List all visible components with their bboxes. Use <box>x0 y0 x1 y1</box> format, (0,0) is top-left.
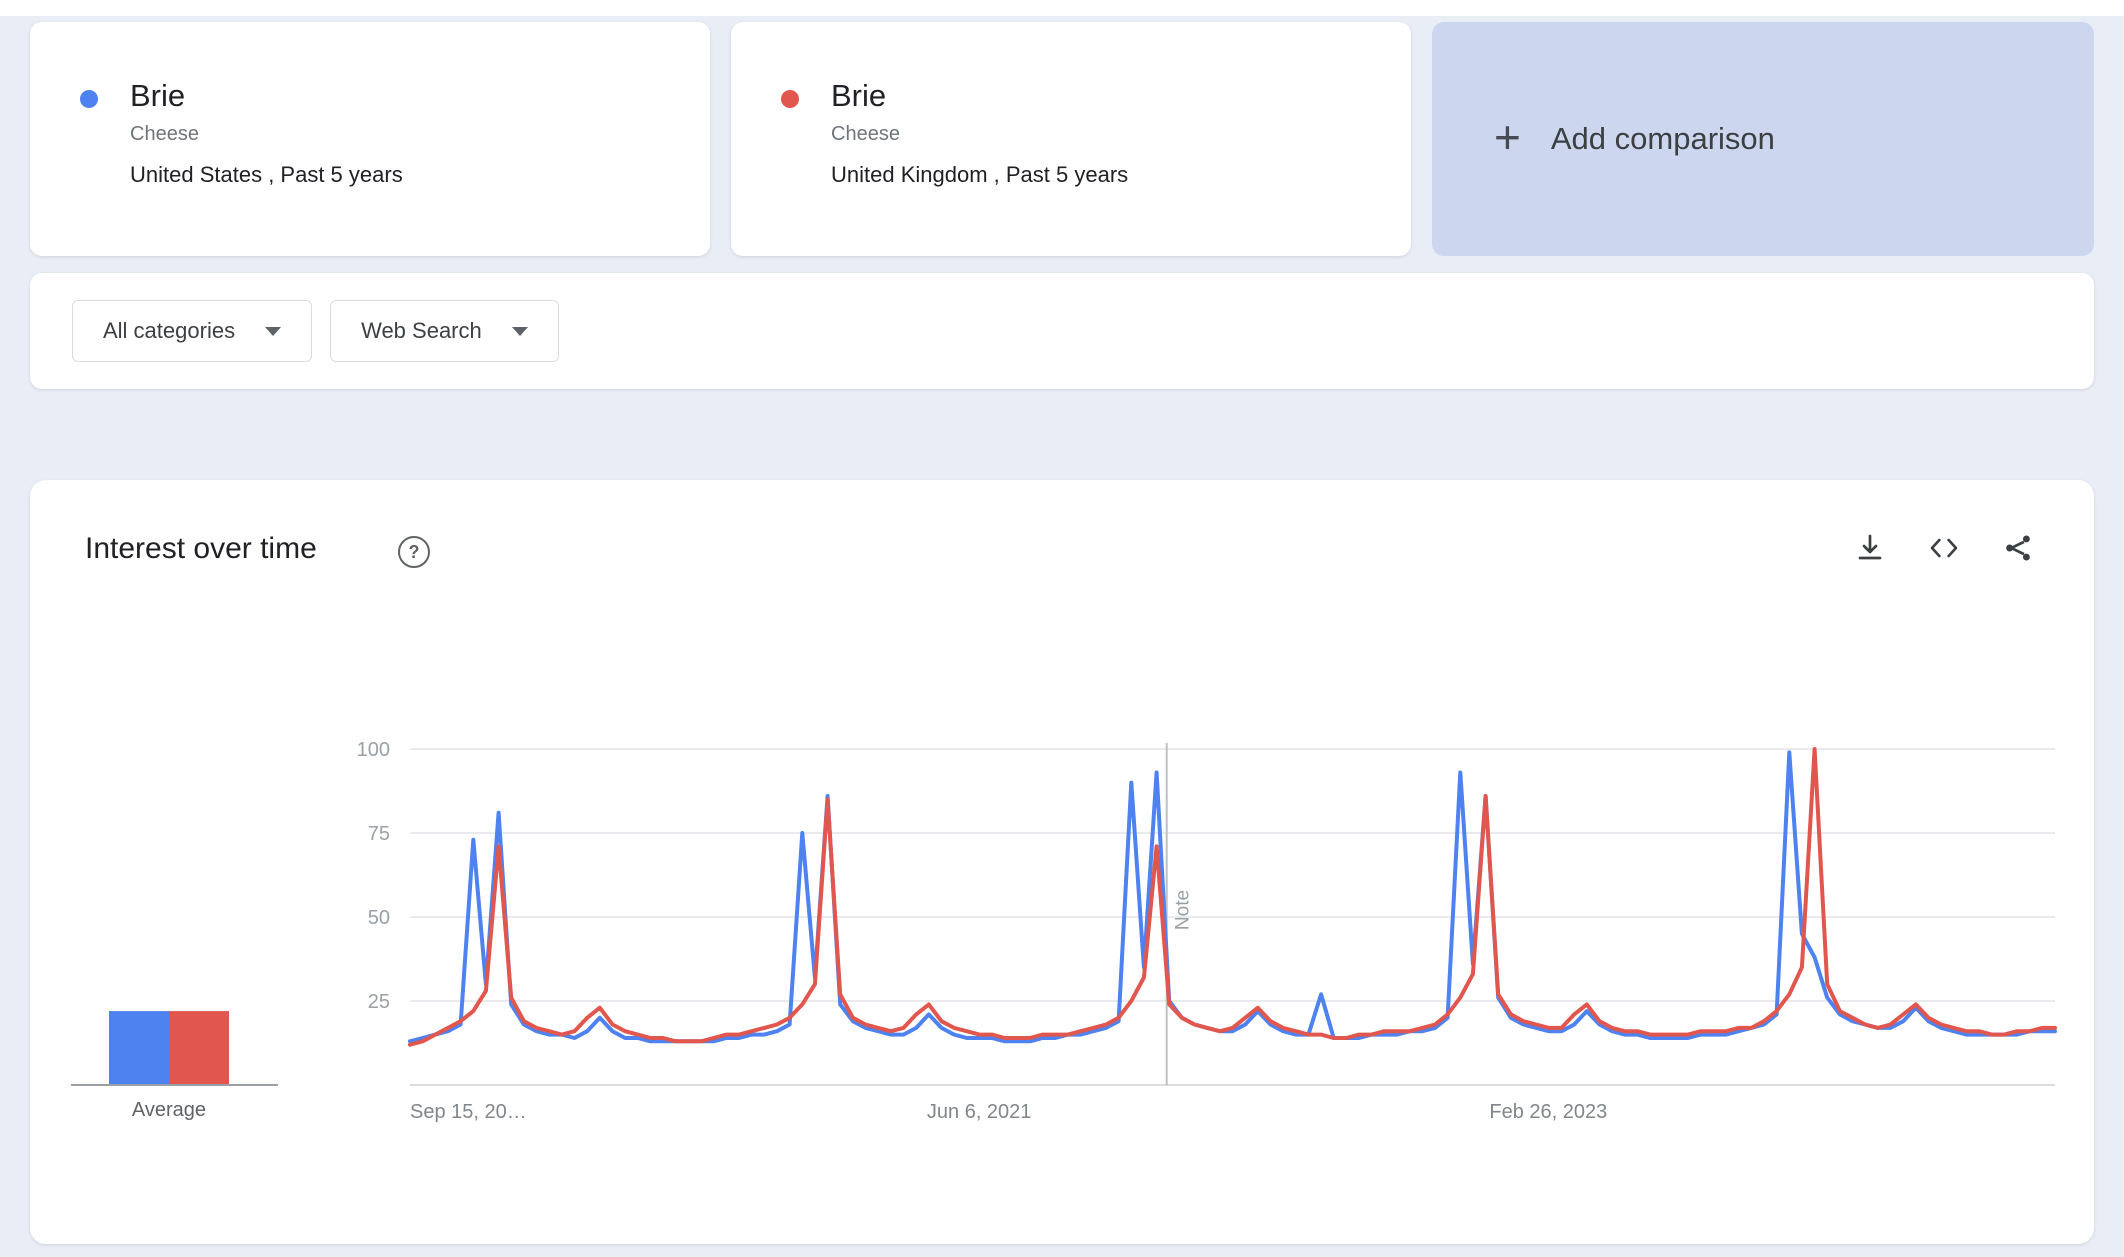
top-strip <box>0 0 2124 16</box>
interest-over-time-card: Interest over time ? 25 50 75 100 Sep 15, 20… <box>30 480 2094 1244</box>
series-color-dot-us <box>80 90 98 108</box>
svg-text:100: 100 <box>357 739 390 761</box>
svg-text:Average: Average <box>132 1099 206 1121</box>
filter-bar: All categories Web Search <box>30 273 2094 389</box>
category-dropdown-label: All categories <box>103 318 236 343</box>
term-scope: United Kingdom , Past 5 years <box>831 161 1129 187</box>
chart-actions <box>1854 532 2034 564</box>
add-comparison-label: Add comparison <box>1550 121 1775 156</box>
plus-icon: + <box>1494 111 1521 163</box>
svg-text:25: 25 <box>368 991 390 1013</box>
chevron-down-icon <box>511 326 528 336</box>
term-topic: Cheese <box>130 122 199 145</box>
term-scope: United States , Past 5 years <box>130 161 403 187</box>
svg-text:Note: Note <box>1173 890 1194 930</box>
svg-text:50: 50 <box>368 907 390 929</box>
section-title: Interest over time <box>85 532 317 565</box>
comparison-card-text: Brie Cheese United States , Past 5 years <box>130 78 403 256</box>
download-icon[interactable] <box>1854 532 1886 564</box>
share-icon[interactable] <box>2002 532 2034 564</box>
svg-text:Feb 26, 2023: Feb 26, 2023 <box>1489 1101 1607 1123</box>
interest-over-time-chart[interactable]: 25 50 75 100 Sep 15, 20… Jun 6, 2021 Feb 26, 2… <box>30 480 2094 1244</box>
comparison-card-us[interactable]: Brie Cheese United States , Past 5 years <box>30 22 710 256</box>
comparison-cards-row: Brie Cheese United States , Past 5 years… <box>30 22 2094 256</box>
term-topic: Cheese <box>831 122 900 145</box>
search-type-dropdown[interactable]: Web Search <box>330 300 559 362</box>
svg-text:75: 75 <box>368 823 390 845</box>
search-term: Brie <box>831 78 887 113</box>
help-icon[interactable]: ? <box>398 536 430 568</box>
svg-text:Sep 15, 20…: Sep 15, 20… <box>410 1101 527 1123</box>
svg-text:Jun 6, 2021: Jun 6, 2021 <box>927 1101 1032 1123</box>
embed-icon[interactable] <box>1928 532 1960 564</box>
search-type-dropdown-label: Web Search <box>361 318 482 343</box>
comparison-card-uk[interactable]: Brie Cheese United Kingdom , Past 5 year… <box>731 22 1411 256</box>
category-dropdown[interactable]: All categories <box>72 300 313 362</box>
add-comparison-button[interactable]: + Add comparison <box>1432 22 2094 256</box>
comparison-card-text: Brie Cheese United Kingdom , Past 5 year… <box>831 78 1128 256</box>
search-term: Brie <box>130 78 186 113</box>
chevron-down-icon <box>265 326 282 336</box>
series-color-dot-uk <box>781 90 799 108</box>
